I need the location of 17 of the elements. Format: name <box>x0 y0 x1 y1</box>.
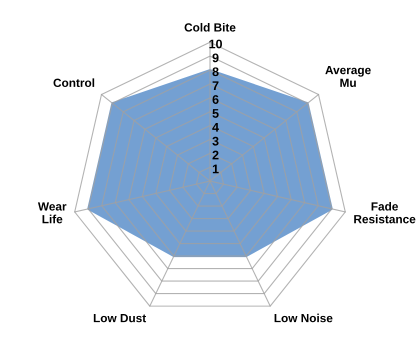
y-tick-label: 1 <box>212 164 219 174</box>
spoke-label: Low Noise <box>274 314 332 322</box>
y-tick-label: 9 <box>212 53 219 62</box>
y-tick-label: 6 <box>212 95 219 104</box>
spoke-label: Wear Life <box>38 202 66 224</box>
spoke-label: Low Dust <box>94 314 146 322</box>
y-tick-label: 7 <box>212 81 218 90</box>
y-tick-label: 5 <box>212 109 219 118</box>
y-tick-label: 4 <box>212 122 219 132</box>
spoke-label: Average Mu <box>325 66 371 88</box>
spoke-label: Control <box>54 78 94 88</box>
y-tick-label: 8 <box>212 67 219 76</box>
y-tick-label: 2 <box>212 150 219 160</box>
y-tick-label: 10 <box>209 40 222 48</box>
y-tick-label: 3 <box>212 136 219 146</box>
spoke-label: Cold Bite <box>184 22 236 32</box>
spoke-label: Fade Resistance <box>354 202 416 224</box>
